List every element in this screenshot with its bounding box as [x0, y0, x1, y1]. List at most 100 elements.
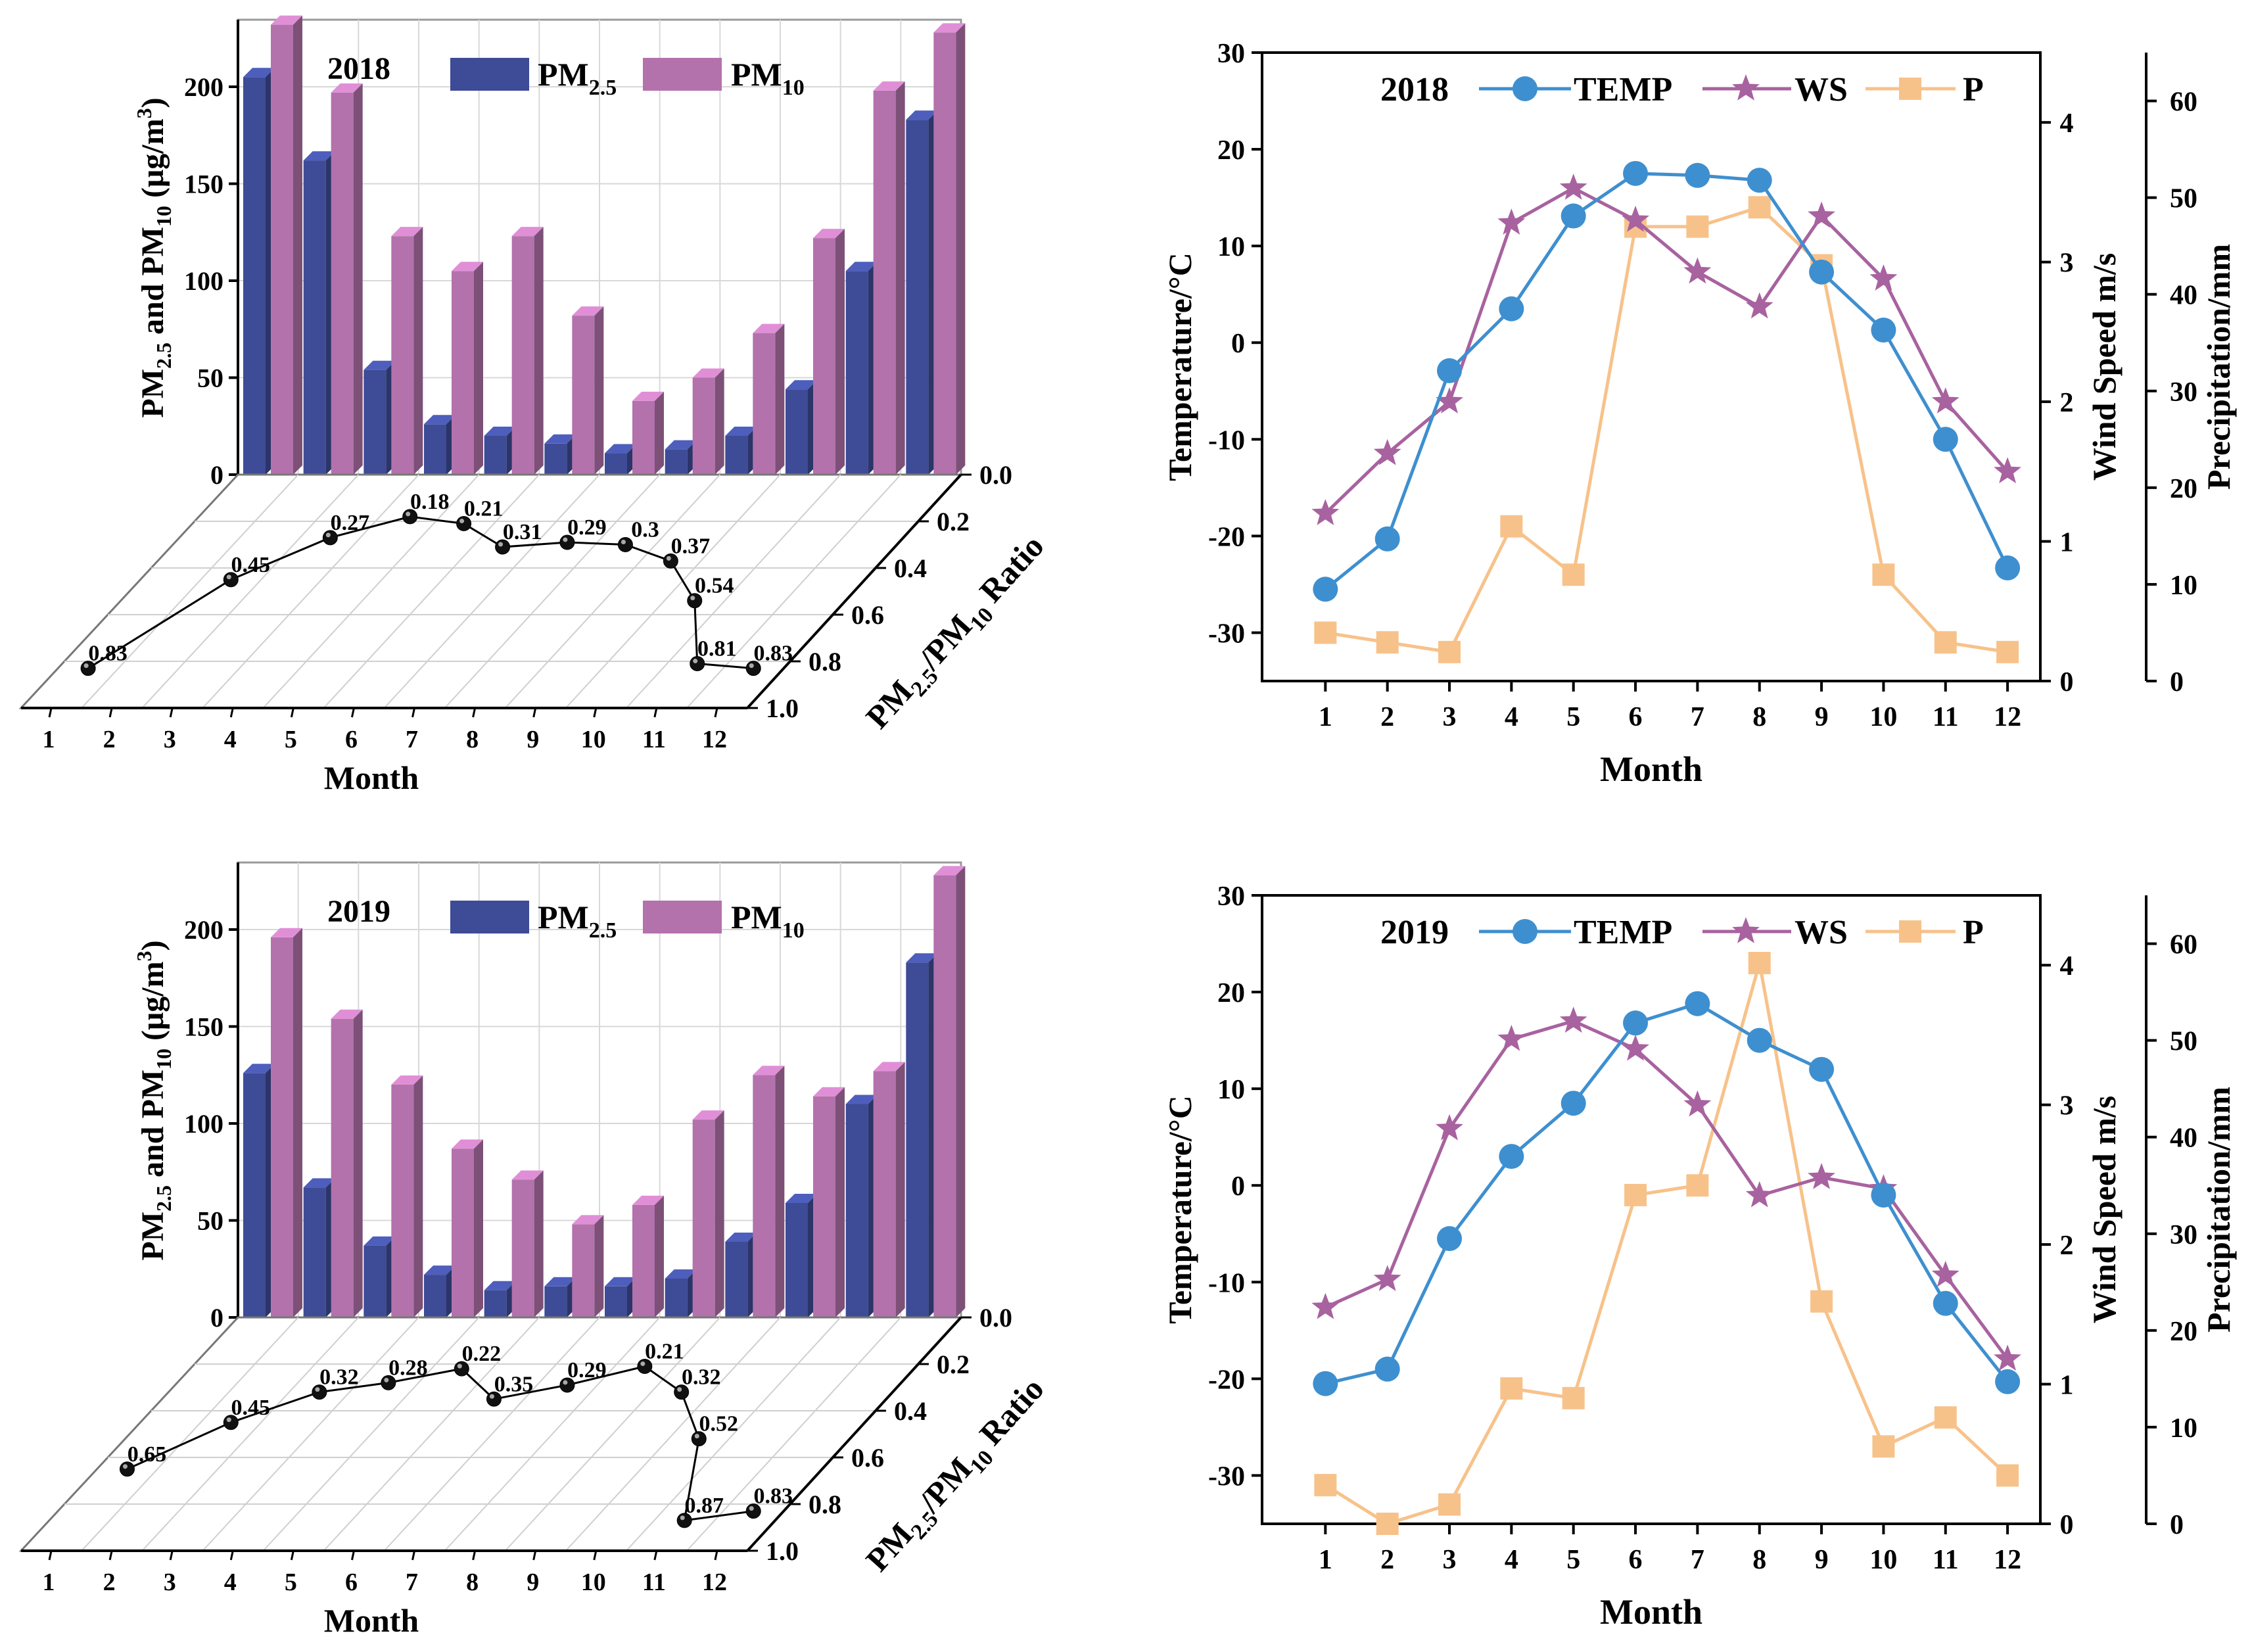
ratio-point-highlight [666, 555, 671, 561]
precip-tick-label: 60 [2170, 930, 2197, 960]
ws-marker [1559, 174, 1587, 200]
pm10-bar-side [655, 391, 664, 475]
ratio-point-highlight [122, 1464, 128, 1469]
x-tick-label: 5 [285, 726, 297, 753]
pm10-bar [813, 1096, 835, 1317]
x-tick [653, 1550, 658, 1561]
x-tick-label: 10 [1869, 1545, 1897, 1575]
pm25-bar [605, 1286, 627, 1317]
ratio-axis-line [746, 1316, 962, 1552]
x-tick-label: 6 [345, 726, 358, 753]
floor-grid-line [686, 474, 902, 709]
x-tick-label: 6 [1629, 702, 1643, 732]
legend-year-label: 2019 [327, 894, 390, 929]
x-tick [108, 1550, 113, 1561]
y-tick-label: 200 [184, 915, 223, 945]
ratio-tick-label: 0.8 [809, 647, 841, 676]
temp-marker [1871, 318, 1896, 343]
floor-grid-line [81, 1317, 299, 1551]
pm10-bar-top [452, 1139, 483, 1149]
temp-tick-label: -20 [1208, 522, 1245, 552]
pm25-bar-top [906, 110, 938, 120]
pm10-bar-top [452, 262, 483, 271]
ratio-point-highlight [693, 659, 698, 664]
pm10-bar-side [956, 23, 966, 475]
temp-tick-label: 30 [1217, 39, 1245, 69]
temp-marker [1623, 1010, 1649, 1036]
pm10-bar [452, 271, 474, 475]
ws-tick-label: 4 [2060, 951, 2074, 981]
x-tick [229, 707, 234, 718]
ratio-data-label: 0.83 [88, 642, 128, 666]
x-tick [411, 1550, 416, 1561]
x-tick-label: 12 [1994, 1545, 2021, 1575]
ratio-point-highlight [226, 575, 231, 580]
ws-marker [1994, 1344, 2022, 1371]
ws-marker [1745, 292, 1773, 319]
temp-marker [1747, 1027, 1772, 1053]
y-axis-title: PM2.5 and PM10 (μg/m3) [132, 97, 176, 417]
legend-ws-marker [1732, 917, 1760, 943]
pm25-bar [845, 271, 868, 475]
pm25-bar-top [845, 1095, 878, 1104]
x-tick-label: 2 [1380, 1545, 1394, 1575]
ws-marker [1497, 1024, 1526, 1051]
temp-tick-label: 10 [1217, 232, 1245, 262]
pm25-bar-top [364, 1236, 396, 1246]
ratio-tick-label: 1.0 [766, 1536, 799, 1566]
pm25-bar-top [544, 1277, 576, 1286]
ratio-data-label: 0.18 [410, 490, 450, 514]
pm10-bar [753, 1075, 776, 1317]
x-tick [169, 1550, 174, 1561]
pm10-bar-top [331, 83, 363, 93]
y-tick-label: 50 [197, 364, 223, 393]
ratio-point-highlight [563, 1380, 568, 1385]
x-tick [593, 1550, 598, 1561]
temp-tick-label: 0 [1231, 1171, 1245, 1202]
x-tick-label: 11 [1933, 702, 1959, 732]
pm10-bar-side [895, 81, 905, 475]
precip-marker [1872, 563, 1895, 586]
x-tick-label: 7 [406, 1569, 418, 1596]
ws-marker [1683, 257, 1712, 284]
y-axis-title: PM2.5 and PM10 (μg/m3) [132, 940, 176, 1260]
floor-grid-line [81, 474, 299, 709]
pm10-bar [692, 377, 715, 475]
legend-precip-marker [1899, 78, 1921, 100]
y-tick-label: 150 [184, 1012, 223, 1042]
temp-marker [1437, 358, 1463, 383]
pm10-bar-top [873, 81, 905, 91]
x-tick-label: 5 [1566, 1545, 1580, 1575]
temp-tick-label: 20 [1217, 978, 1245, 1008]
temp-line [1324, 172, 2009, 591]
pm-bar-panel-2019: 0 50 100 150 200 PM2.5 and PM10 (μg/m3) 2019 PM… [18, 861, 1051, 1639]
pm10-bar-top [933, 23, 966, 33]
ws-marker [1622, 205, 1649, 232]
ratio-point-highlight [83, 663, 89, 669]
x-tick-label: 8 [1752, 1545, 1766, 1575]
legend-ws-label: WS [1795, 914, 1848, 951]
pm10-bar-side [353, 1009, 363, 1317]
x-tick [108, 707, 113, 718]
ws-tick-label: 4 [2060, 108, 2074, 139]
temp-marker [1374, 1356, 1400, 1382]
pm10-bar-side [655, 1195, 664, 1317]
pm10-bar [632, 400, 655, 475]
temp-tick-label: -10 [1208, 1268, 1245, 1298]
pm10-bar-side [413, 1075, 423, 1317]
ratio-data-label: 0.45 [231, 553, 271, 577]
precip-tick-label: 50 [2170, 1027, 2197, 1057]
legend-year-label: 2018 [1380, 71, 1449, 108]
x-tick-label: 11 [642, 726, 666, 753]
y-tick-label: 0 [210, 1303, 223, 1333]
ws-marker [1683, 1090, 1712, 1117]
x-tick [714, 1550, 718, 1561]
pm25-bar [544, 1286, 567, 1317]
temp-tick-label: 0 [1231, 329, 1245, 359]
pm10-bar-side [293, 15, 302, 475]
legend-pm25-label: PM2.5 [538, 899, 617, 943]
precip-marker [1748, 951, 1771, 974]
legend-year-label: 2018 [327, 51, 390, 86]
ws-marker [1994, 457, 2022, 484]
